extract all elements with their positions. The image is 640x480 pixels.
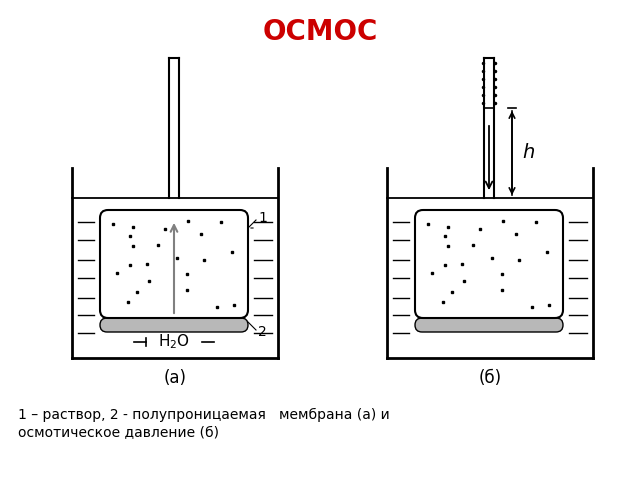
Text: 1 – раствор, 2 - полупроницаемая   мембрана (а) и: 1 – раствор, 2 - полупроницаемая мембран… <box>18 408 390 422</box>
Text: (а): (а) <box>163 369 186 387</box>
Text: 1: 1 <box>258 211 267 225</box>
Text: H$_2$O: H$_2$O <box>158 333 190 351</box>
FancyBboxPatch shape <box>415 318 563 332</box>
Text: осмотическое давление (б): осмотическое давление (б) <box>18 426 219 440</box>
FancyBboxPatch shape <box>100 210 248 318</box>
Text: (б): (б) <box>479 369 502 387</box>
Text: ОСМОС: ОСМОС <box>262 18 378 46</box>
Text: 2: 2 <box>258 325 267 339</box>
FancyBboxPatch shape <box>415 210 563 318</box>
Text: h: h <box>522 144 534 163</box>
FancyBboxPatch shape <box>100 318 248 332</box>
